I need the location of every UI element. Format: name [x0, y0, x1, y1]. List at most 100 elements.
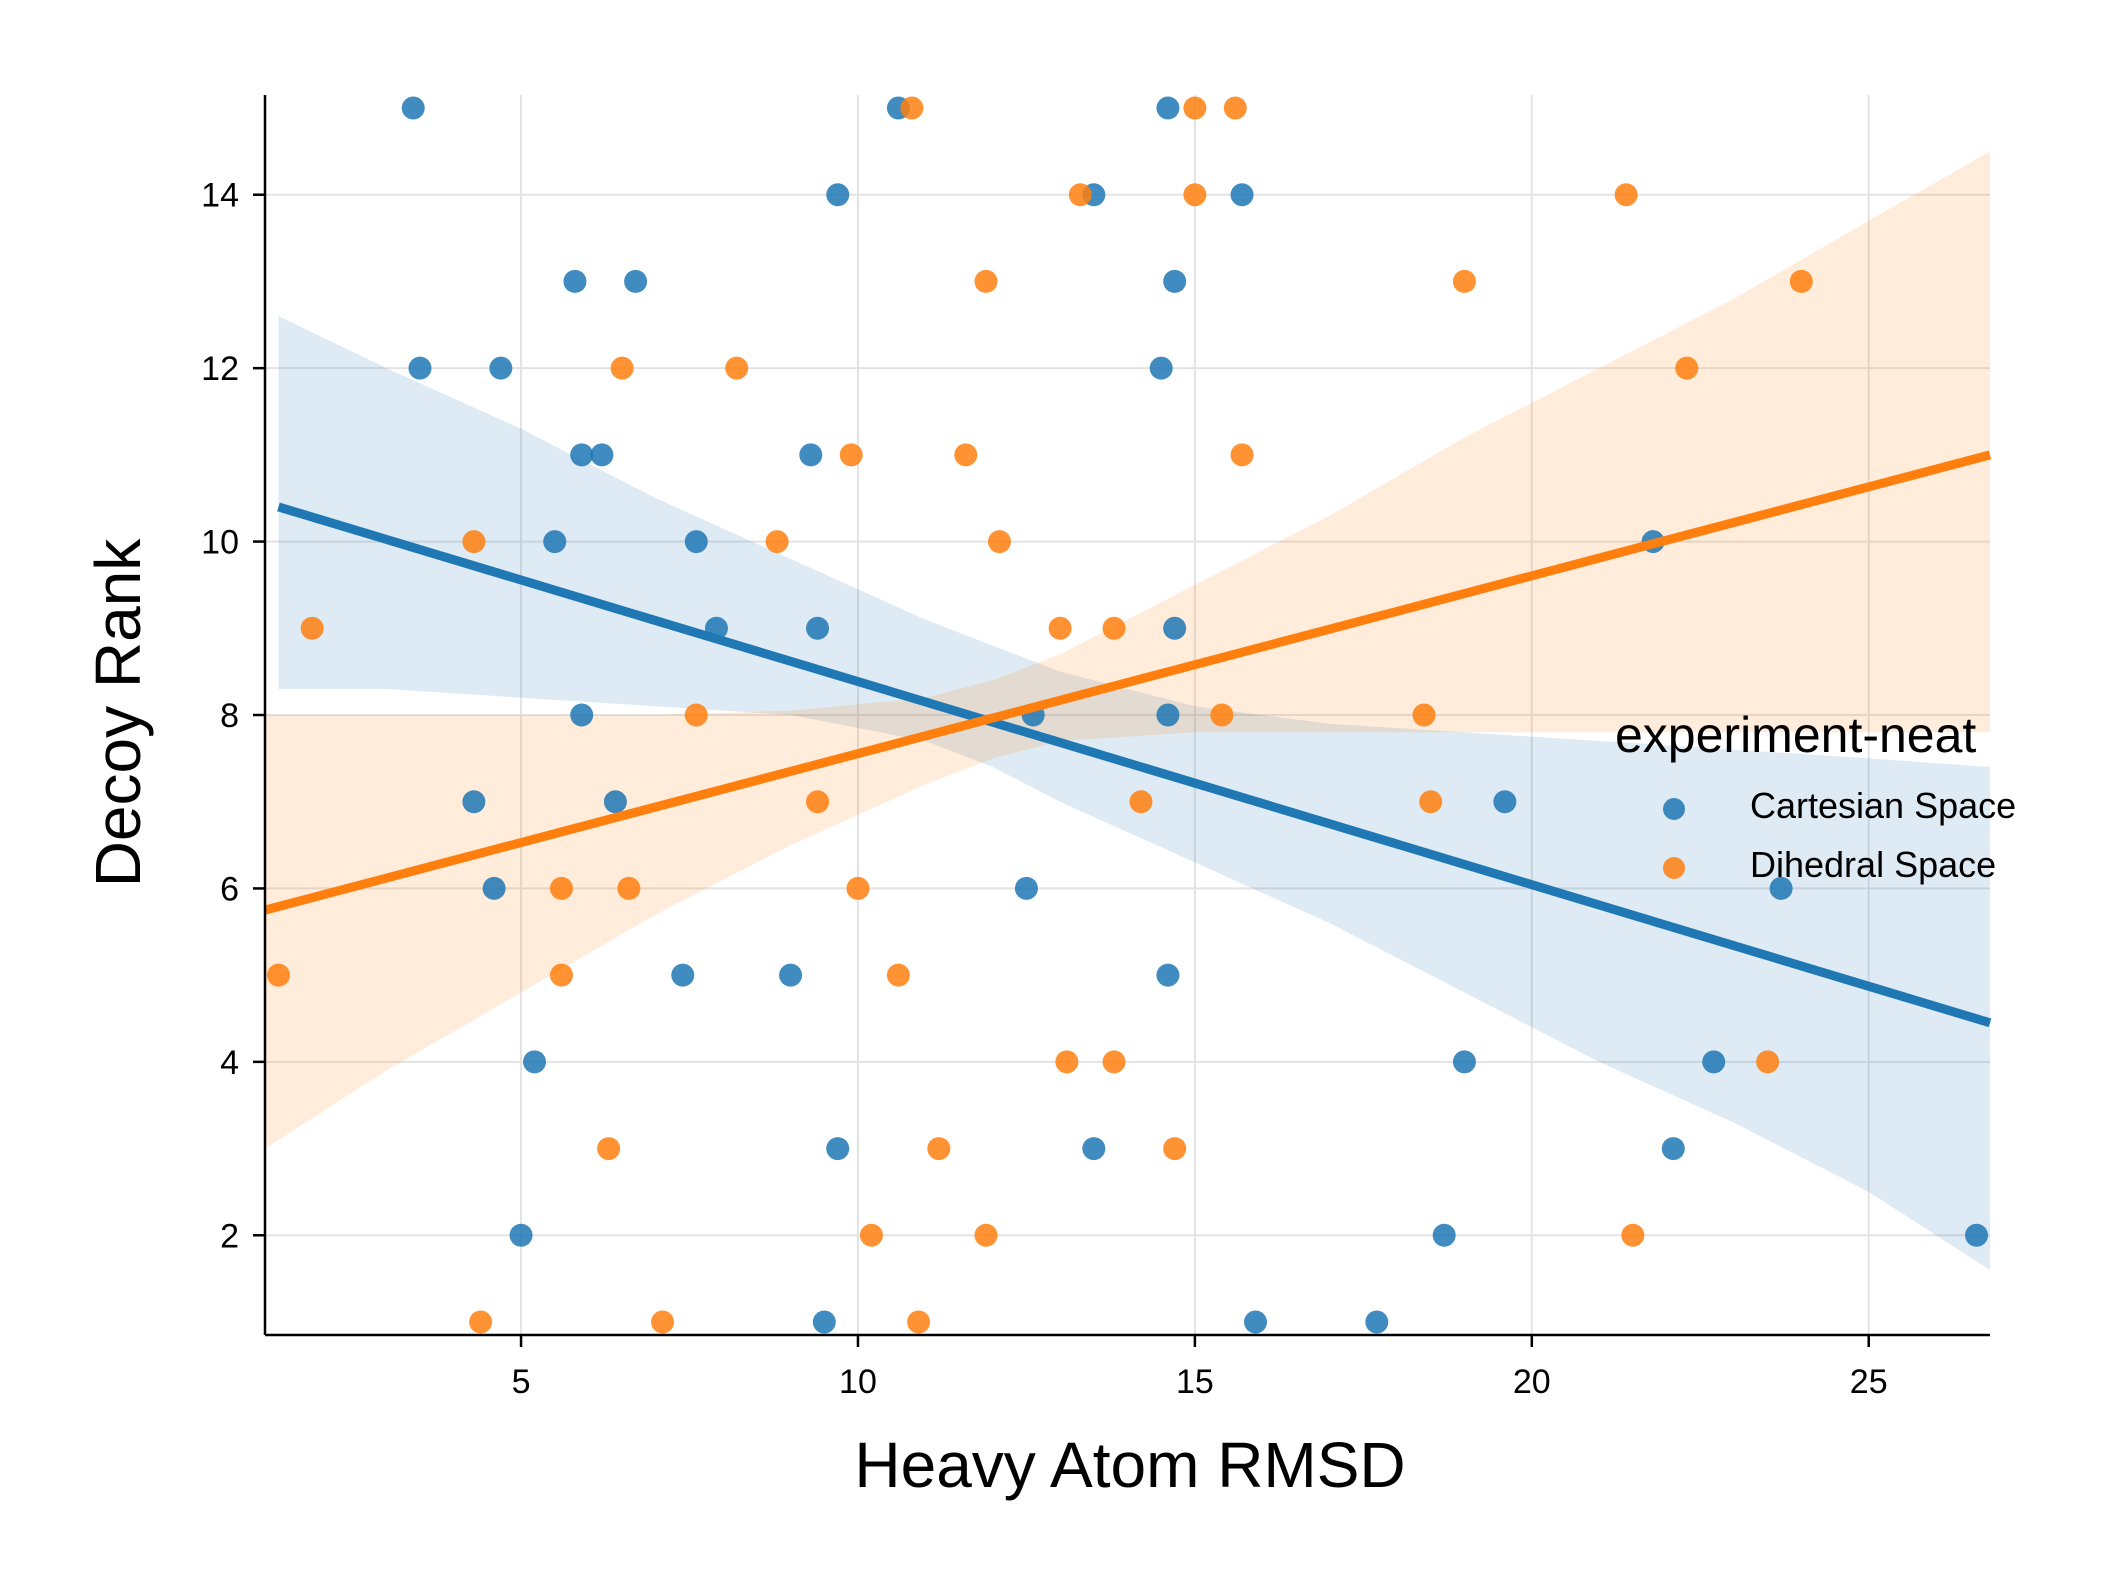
- dihedral-point: [927, 1137, 951, 1161]
- cartesian-point: [1493, 790, 1517, 814]
- dihedral-point: [1419, 790, 1443, 814]
- dihedral-point: [549, 963, 573, 987]
- dihedral-point: [1223, 96, 1247, 120]
- dihedral-point: [1210, 703, 1234, 727]
- x-tick-label: 20: [1513, 1363, 1551, 1401]
- dihedral-point: [1048, 616, 1072, 640]
- cartesian-regression-line: [277, 502, 1992, 1028]
- cartesian-point: [482, 876, 506, 900]
- dihedral-point: [1183, 183, 1207, 207]
- dihedral-point: [266, 963, 290, 987]
- cartesian-point: [603, 790, 627, 814]
- dihedral-point: [1183, 96, 1207, 120]
- cartesian-point: [509, 1223, 533, 1247]
- cartesian-point: [563, 269, 587, 293]
- dihedral-point: [1102, 616, 1126, 640]
- y-tick-label: 12: [201, 350, 239, 388]
- dihedral-point: [1675, 356, 1699, 380]
- cartesian-point: [799, 443, 823, 467]
- cartesian-point: [812, 1310, 836, 1334]
- y-tick-label: 10: [201, 524, 239, 562]
- cartesian-point: [1661, 1137, 1685, 1161]
- dihedral-point: [1163, 1137, 1187, 1161]
- cartesian-point: [1082, 1137, 1106, 1161]
- dihedral-confidence-band: [265, 151, 1990, 1149]
- regression-lines: [263, 450, 1992, 1028]
- legend-title: experiment-neat: [1615, 707, 1976, 763]
- cartesian-point: [1965, 1223, 1989, 1247]
- cartesian-point: [570, 443, 594, 467]
- y-axis-label: Decoy Rank: [82, 538, 154, 888]
- dihedral-point: [610, 356, 634, 380]
- cartesian-point: [1769, 876, 1793, 900]
- legend-label-dihedral: Dihedral Space: [1750, 844, 1996, 885]
- dihedral-point: [725, 356, 749, 380]
- legend-marker-dihedral: [1663, 857, 1685, 879]
- dihedral-point: [974, 269, 998, 293]
- tick-labels: 5 10 15 20 25 2 4 6 8 10 12 14: [201, 177, 1887, 1401]
- cartesian-point: [489, 356, 513, 380]
- legend-marker-cartesian: [1663, 798, 1685, 820]
- cartesian-point: [570, 703, 594, 727]
- cartesian-point: [1432, 1223, 1456, 1247]
- dihedral-point: [907, 1310, 931, 1334]
- dihedral-point: [987, 530, 1011, 554]
- y-tick-label: 4: [220, 1044, 239, 1082]
- cartesian-point: [401, 96, 425, 120]
- dihedral-point: [839, 443, 863, 467]
- dihedral-regression-line: [263, 450, 1992, 915]
- x-tick-label: 25: [1850, 1363, 1888, 1401]
- dihedral-point: [1055, 1050, 1079, 1074]
- dihedral-point: [617, 876, 641, 900]
- y-tick-label: 14: [201, 177, 239, 215]
- dihedral-point: [1452, 269, 1476, 293]
- cartesian-point: [1014, 876, 1038, 900]
- cartesian-point: [806, 616, 830, 640]
- cartesian-point: [1163, 616, 1187, 640]
- cartesian-point: [1156, 963, 1180, 987]
- cartesian-point: [671, 963, 695, 987]
- dihedral-point: [469, 1310, 493, 1334]
- dihedral-point: [954, 443, 978, 467]
- dihedral-point: [806, 790, 830, 814]
- cartesian-point: [1365, 1310, 1389, 1334]
- dihedral-point: [300, 616, 324, 640]
- dihedral-point: [651, 1310, 675, 1334]
- legend: experiment-neat Cartesian Space Dihedral…: [1615, 707, 2016, 885]
- dihedral-point: [549, 876, 573, 900]
- cartesian-point: [1230, 183, 1254, 207]
- dihedral-point: [1412, 703, 1436, 727]
- dihedral-point: [1789, 269, 1813, 293]
- cartesian-point: [1156, 96, 1180, 120]
- grid: [265, 95, 1990, 1335]
- cartesian-point: [462, 790, 486, 814]
- dihedral-point: [1102, 1050, 1126, 1074]
- dihedral-point: [765, 530, 789, 554]
- x-tick-label: 15: [1176, 1363, 1214, 1401]
- legend-label-cartesian: Cartesian Space: [1750, 785, 2016, 826]
- x-axis-label: Heavy Atom RMSD: [854, 1429, 1405, 1501]
- dihedral-point: [859, 1223, 883, 1247]
- dihedral-point: [1068, 183, 1092, 207]
- dihedral-point: [1621, 1223, 1645, 1247]
- cartesian-point: [1163, 269, 1187, 293]
- y-tick-label: 6: [220, 870, 239, 908]
- dihedral-point: [684, 703, 708, 727]
- cartesian-point: [1452, 1050, 1476, 1074]
- cartesian-point: [826, 1137, 850, 1161]
- x-tick-label: 10: [839, 1363, 877, 1401]
- cartesian-point: [1149, 356, 1173, 380]
- cartesian-point: [1156, 703, 1180, 727]
- cartesian-point: [826, 183, 850, 207]
- dihedral-point: [1230, 443, 1254, 467]
- dihedral-point: [597, 1137, 621, 1161]
- cartesian-point: [1244, 1310, 1268, 1334]
- dihedral-point: [1129, 790, 1153, 814]
- cartesian-point: [624, 269, 648, 293]
- y-tick-label: 2: [220, 1217, 239, 1255]
- dihedral-point: [462, 530, 486, 554]
- dihedral-point: [1614, 183, 1638, 207]
- dihedral-point: [1756, 1050, 1780, 1074]
- axes: [253, 95, 1990, 1347]
